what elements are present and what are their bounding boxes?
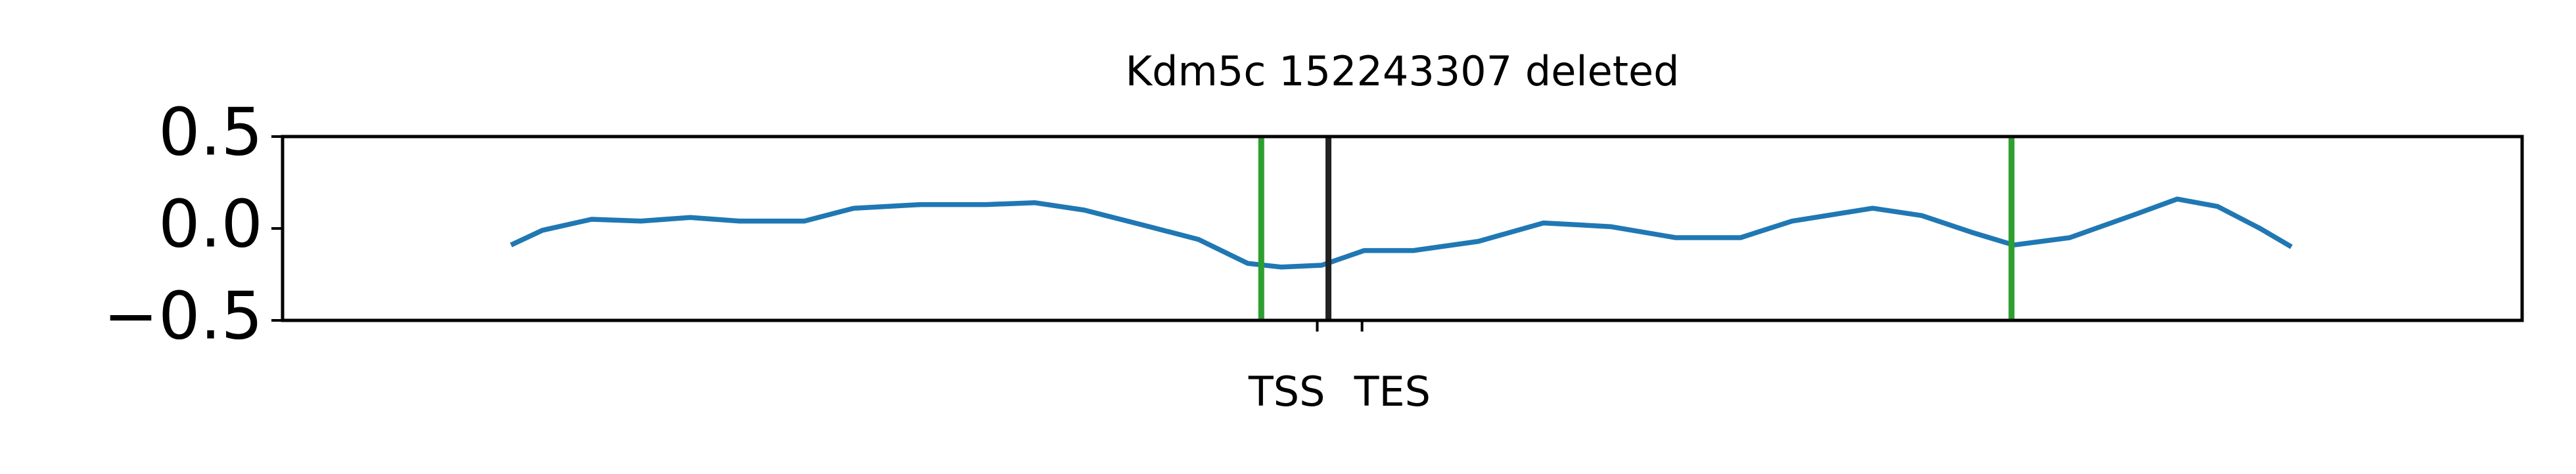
chart-title: Kdm5c 152243307 deleted xyxy=(1125,47,1679,95)
y-tick-label: 0.0 xyxy=(158,185,263,262)
data-line xyxy=(510,196,2293,270)
x-tick-label: TES xyxy=(1354,368,1431,416)
x-tick-label: TSS xyxy=(1248,368,1325,416)
y-tick-label: −0.5 xyxy=(103,277,263,354)
plot-frame xyxy=(281,135,2524,322)
y-tick-label: 0.5 xyxy=(158,93,263,170)
